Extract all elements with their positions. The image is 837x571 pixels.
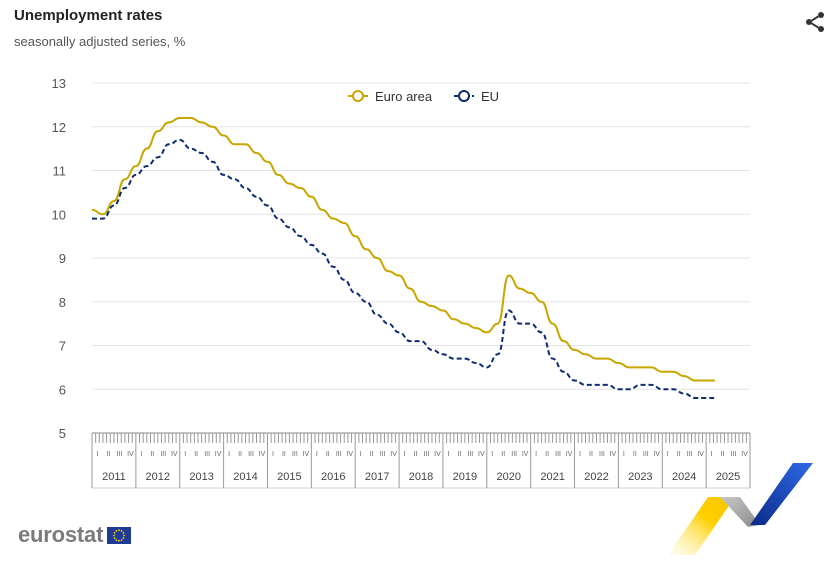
series-line-euro-area [91, 117, 715, 382]
quarter-tick-label: III [555, 451, 561, 458]
quarter-tick-label: IV [171, 451, 178, 458]
quarter-tick-label: IV [653, 451, 660, 458]
quarter-tick-label: I [97, 451, 99, 458]
quarter-tick-label: III [687, 451, 693, 458]
decorative-chevron-graphic [668, 463, 813, 555]
quarter-tick-label: III [467, 451, 473, 458]
year-tick-label: 2016 [321, 471, 345, 483]
quarter-tick-label: II [107, 451, 111, 458]
year-tick-label: 2025 [716, 471, 740, 483]
quarter-tick-label: II [414, 451, 418, 458]
chart-subtitle: seasonally adjusted series, % [14, 34, 186, 49]
quarter-tick-label: I [184, 451, 186, 458]
share-icon[interactable] [803, 10, 827, 34]
quarter-tick-label: III [204, 451, 210, 458]
quarter-tick-label: II [326, 451, 330, 458]
quarter-tick-label: III [731, 451, 737, 458]
quarter-tick-label: II [370, 451, 374, 458]
year-tick-label: 2015 [277, 471, 301, 483]
year-tick-label: 2018 [409, 471, 433, 483]
quarter-tick-label: III [380, 451, 386, 458]
quarter-tick-label: IV [478, 451, 485, 458]
quarter-tick-label: II [721, 451, 725, 458]
y-tick-label: 13 [52, 76, 66, 91]
quarter-tick-label: I [316, 451, 318, 458]
quarter-tick-label: III [248, 451, 254, 458]
quarter-tick-label: IV [741, 451, 748, 458]
quarter-tick-label: II [677, 451, 681, 458]
y-tick-label: 11 [53, 164, 67, 179]
quarter-tick-label: II [457, 451, 461, 458]
y-tick-label: 9 [59, 251, 66, 266]
quarter-tick-label: II [545, 451, 549, 458]
quarter-tick-label: III [511, 451, 517, 458]
year-tick-label: 2014 [233, 471, 257, 483]
eu-flag-icon [107, 526, 132, 544]
quarter-tick-label: I [579, 451, 581, 458]
quarter-tick-label: II [633, 451, 637, 458]
eurostat-logo: eurostat [18, 522, 132, 548]
quarter-tick-label: IV [127, 451, 134, 458]
quarter-tick-label: I [447, 451, 449, 458]
quarter-tick-label: IV [259, 451, 266, 458]
quarter-tick-label: I [535, 451, 537, 458]
series-line-eu [91, 138, 715, 399]
quarter-tick-label: I [491, 451, 493, 458]
quarter-tick-label: II [238, 451, 242, 458]
year-tick-label: 2019 [453, 471, 477, 483]
quarter-tick-label: IV [566, 451, 573, 458]
quarter-tick-label: I [404, 451, 406, 458]
y-tick-label: 5 [59, 426, 66, 441]
quarter-tick-label: IV [610, 451, 617, 458]
year-tick-label: 2020 [496, 471, 520, 483]
quarter-tick-label: IV [390, 451, 397, 458]
year-tick-label: 2012 [146, 471, 170, 483]
quarter-tick-label: I [623, 451, 625, 458]
y-tick-label: 7 [59, 339, 66, 354]
quarter-tick-label: IV [522, 451, 529, 458]
quarter-tick-label: I [272, 451, 274, 458]
quarter-tick-label: I [140, 451, 142, 458]
year-tick-label: 2021 [540, 471, 564, 483]
y-tick-label: 8 [59, 295, 66, 310]
year-tick-label: 2017 [365, 471, 389, 483]
quarter-tick-label: III [116, 451, 122, 458]
quarter-tick-label: III [424, 451, 430, 458]
legend-marker [352, 90, 364, 102]
y-tick-label: 6 [59, 382, 66, 397]
year-tick-label: 2011 [102, 471, 126, 483]
quarter-tick-label: III [336, 451, 342, 458]
quarter-tick-label: IV [346, 451, 353, 458]
quarter-tick-label: IV [215, 451, 222, 458]
quarter-tick-label: I [228, 451, 230, 458]
quarter-tick-label: IV [303, 451, 310, 458]
eurostat-logo-text: eurostat [18, 522, 104, 547]
chart-title: Unemployment rates [14, 7, 163, 24]
quarter-tick-label: II [282, 451, 286, 458]
y-tick-label: 12 [52, 120, 66, 135]
quarter-tick-label: III [160, 451, 166, 458]
quarter-tick-label: III [599, 451, 605, 458]
quarter-tick-label: I [360, 451, 362, 458]
year-tick-label: 2023 [628, 471, 652, 483]
quarter-tick-label: III [643, 451, 649, 458]
quarter-tick-label: I [667, 451, 669, 458]
quarter-tick-label: II [194, 451, 198, 458]
quarter-tick-label: I [711, 451, 713, 458]
legend-marker [458, 90, 470, 102]
quarter-tick-label: II [501, 451, 505, 458]
quarter-tick-label: IV [434, 451, 441, 458]
year-tick-label: 2022 [584, 471, 608, 483]
legend-label: Euro area [375, 89, 433, 104]
quarter-tick-label: III [292, 451, 298, 458]
year-tick-label: 2024 [672, 471, 696, 483]
legend-label: EU [481, 89, 499, 104]
quarter-tick-label: IV [697, 451, 704, 458]
quarter-tick-label: II [150, 451, 154, 458]
y-tick-label: 10 [52, 207, 66, 222]
year-tick-label: 2013 [189, 471, 213, 483]
quarter-tick-label: II [589, 451, 593, 458]
